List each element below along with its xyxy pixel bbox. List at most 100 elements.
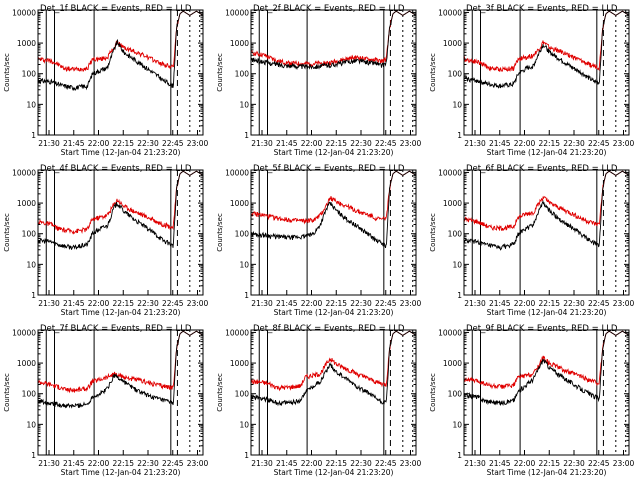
x-tick-label: 22:15 [538,459,560,468]
x-tick-label: 22:45 [588,459,610,468]
y-tick-label: 10 [26,420,36,429]
y-axis-label: Counts/sec [429,373,437,412]
panel-5: Det_5f BLACK = Events, RED = LLD 1 10 100 10… [216,164,422,317]
panel-title: Det_2f BLACK = Events, RED = LLD [253,4,405,14]
x-tick-label: 22:15 [538,139,560,148]
y-tick-label: 1000 [230,199,249,208]
x-axis-label: Start Time (12-Jan-04 21:23:20) [487,308,607,317]
events-series [463,10,630,89]
x-tick-label: 23:00 [613,139,635,148]
y-tick-label: 100 [235,390,250,399]
panel-2: Det_2f BLACK = Events, RED = LLD 1 10 100 10… [216,4,422,157]
x-tick-label: 22:30 [137,139,159,148]
x-tick-label: 22:00 [301,139,323,148]
x-tick-label: 21:45 [63,139,85,148]
x-tick-label: 22:45 [375,299,397,308]
y-tick-label: 1000 [17,359,36,368]
y-tick-label: 10000 [225,8,249,17]
plot-frame [250,329,417,456]
y-tick-label: 1 [31,451,36,460]
x-tick-label: 22:45 [588,139,610,148]
y-tick-label: 10 [452,100,462,109]
y-tick-label: 10000 [438,168,462,177]
x-tick-label: 21:30 [251,139,273,148]
panel-7: Det_7f BLACK = Events, RED = LLD 1 10 100 10… [3,324,209,477]
x-axis-label: Start Time (12-Jan-04 21:23:20) [61,468,181,477]
x-axis-label: Start Time (12-Jan-04 21:23:20) [487,468,607,477]
x-tick-label: 21:30 [251,459,273,468]
panel-title: Det_7f BLACK = Events, RED = LLD [40,324,192,334]
panel-title: Det_6f BLACK = Events, RED = LLD [466,164,618,174]
y-tick-label: 100 [22,390,37,399]
panel-6: Det_6f BLACK = Events, RED = LLD 1 10 100 10… [429,164,635,317]
x-tick-label: 22:00 [514,139,536,148]
x-tick-label: 22:15 [325,459,347,468]
events-series [250,10,417,71]
y-tick-label: 10000 [225,328,249,337]
x-axis-label: Start Time (12-Jan-04 21:23:20) [61,148,181,157]
events-series [250,330,417,407]
x-tick-label: 22:00 [514,299,536,308]
x-tick-label: 21:30 [38,139,60,148]
x-tick-label: 22:45 [588,299,610,308]
x-axis-label: Start Time (12-Jan-04 21:23:20) [274,148,394,157]
y-tick-label: 10000 [12,168,36,177]
plot-frame [463,169,630,296]
y-axis-label: Counts/sec [216,53,224,92]
x-tick-label: 22:15 [538,299,560,308]
plot-frame [37,329,204,456]
y-tick-label: 1 [457,131,462,140]
panel-9: Det_9f BLACK = Events, RED = LLD 1 10 100 10… [429,324,635,477]
x-tick-label: 23:00 [613,299,635,308]
x-tick-label: 22:15 [112,139,134,148]
x-tick-label: 21:45 [63,299,85,308]
x-tick-label: 22:15 [112,299,134,308]
events-series [463,330,630,407]
x-tick-label: 21:30 [464,139,486,148]
y-tick-label: 1 [31,291,36,300]
y-tick-label: 10000 [12,328,36,337]
y-tick-label: 1 [457,451,462,460]
y-tick-label: 10 [26,260,36,269]
events-series [250,170,417,249]
y-tick-label: 100 [235,230,250,239]
x-tick-label: 22:00 [88,139,110,148]
y-tick-label: 100 [448,390,463,399]
y-tick-label: 10000 [12,8,36,17]
y-axis-label: Counts/sec [3,53,11,92]
y-tick-label: 1000 [443,199,462,208]
x-tick-label: 22:15 [325,299,347,308]
x-tick-label: 23:00 [400,459,422,468]
x-tick-label: 22:00 [301,459,323,468]
x-axis-label: Start Time (12-Jan-04 21:23:20) [487,148,607,157]
lld-series [250,170,417,225]
panel-title: Det_3f BLACK = Events, RED = LLD [466,4,618,14]
x-tick-label: 22:30 [350,139,372,148]
x-tick-label: 22:30 [137,459,159,468]
panel-3: Det_3f BLACK = Events, RED = LLD 1 10 100 10… [429,4,635,157]
y-tick-label: 100 [22,230,37,239]
x-tick-label: 21:45 [63,459,85,468]
y-tick-label: 10000 [225,168,249,177]
events-series [463,170,630,251]
plot-frame [463,9,630,136]
panel-1: Det_1f BLACK = Events, RED = LLD 1 10 100 10… [3,4,209,157]
x-tick-label: 21:45 [276,299,298,308]
x-tick-label: 22:45 [375,459,397,468]
x-tick-label: 22:30 [350,459,372,468]
x-tick-label: 22:30 [563,299,585,308]
y-tick-label: 100 [448,70,463,79]
plot-frame [463,329,630,456]
x-axis-label: Start Time (12-Jan-04 21:23:20) [274,468,394,477]
x-tick-label: 23:00 [613,459,635,468]
y-tick-label: 10 [452,420,462,429]
x-tick-label: 23:00 [187,299,209,308]
x-tick-label: 21:45 [276,459,298,468]
y-tick-label: 1000 [230,359,249,368]
panel-4: Det_4f BLACK = Events, RED = LLD 1 10 100 10… [3,164,209,317]
y-axis-label: Counts/sec [3,213,11,252]
events-series [37,10,204,91]
x-tick-label: 21:30 [38,459,60,468]
y-tick-label: 10 [239,260,249,269]
plot-frame [37,9,204,136]
